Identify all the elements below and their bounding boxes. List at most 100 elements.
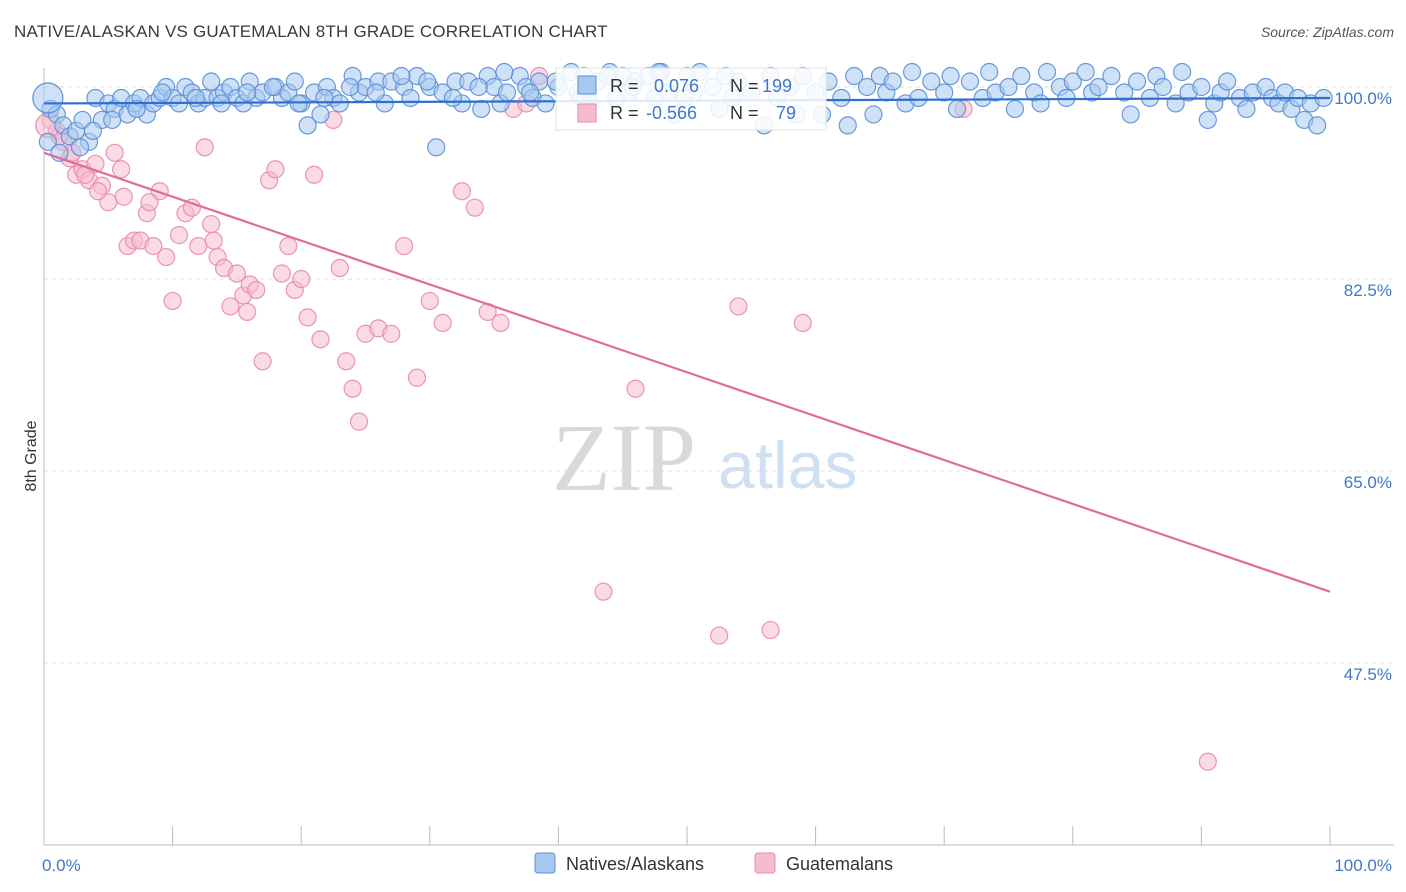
watermark-zip: ZIP <box>552 404 696 511</box>
native-point-161 <box>1308 116 1327 135</box>
native-point-113 <box>902 62 922 82</box>
native-point-116 <box>935 83 954 102</box>
guatemalan-point-44 <box>337 352 356 371</box>
native-point-60 <box>472 99 491 119</box>
native-point-41 <box>311 105 330 124</box>
native-point-111 <box>883 72 902 91</box>
guatemalan-point-77 <box>298 308 317 327</box>
guatemalan-point-39 <box>292 269 311 289</box>
native-point-149 <box>1218 72 1237 91</box>
stats-n-label-1: N = <box>730 76 759 96</box>
guatemalan-point-54 <box>452 182 472 201</box>
stats-n-value-2: 79 <box>776 103 796 123</box>
native-point-167 <box>103 110 122 130</box>
native-point-44 <box>330 94 349 113</box>
guatemalan-point-20 <box>169 226 189 245</box>
legend-label-natives: Natives/Alaskans <box>566 854 704 874</box>
native-point-135 <box>1102 66 1121 86</box>
watermark: ZIP atlas <box>552 404 857 511</box>
native-point-178 <box>392 66 411 86</box>
native-point-173 <box>263 77 283 97</box>
native-point-125 <box>1012 66 1031 86</box>
guatemalan-point-35 <box>266 160 285 179</box>
guatemalan-point-10 <box>105 143 124 162</box>
guatemalan-point-16 <box>144 236 163 256</box>
guatemalan-point-37 <box>279 236 298 256</box>
guatemalan-point-51 <box>407 368 427 387</box>
y-tick-label-0: 100.0% <box>1334 89 1392 108</box>
x-tick-label-min: 0.0% <box>42 856 81 875</box>
stats-r-label-2: R = <box>610 103 639 123</box>
legend: Natives/Alaskans Guatemalans <box>534 852 893 874</box>
y-tick-labels: 100.0% 82.5% 65.0% 47.5% <box>1334 89 1392 684</box>
stats-n-value-1: 199 <box>762 76 792 96</box>
legend-label-guatemalans: Guatemalans <box>786 854 893 874</box>
chart-title: NATIVE/ALASKAN VS GUATEMALAN 8TH GRADE C… <box>14 22 608 41</box>
native-point-134 <box>1089 77 1108 97</box>
native-point-115 <box>922 72 941 91</box>
x-axis-ticks <box>43 826 1331 845</box>
guatemalan-point-28 <box>221 297 240 316</box>
native-point-117 <box>941 66 960 86</box>
native-point-169 <box>153 83 172 102</box>
stats-r-label-1: R = <box>610 76 639 96</box>
guatemalan-point-64 <box>729 297 748 316</box>
native-point-119 <box>960 72 980 91</box>
guatemalan-point-53 <box>433 313 452 332</box>
native-point-176 <box>340 77 360 97</box>
stats-n-label-2: N = <box>730 103 759 123</box>
native-point-180 <box>443 88 463 108</box>
native-point-183 <box>521 83 540 102</box>
native-point-large <box>32 82 64 114</box>
guatemalan-point-72 <box>88 182 108 201</box>
x-tick-label-max: 100.0% <box>1334 856 1392 875</box>
guatemalan-point-25 <box>202 215 221 234</box>
trend-lines <box>43 96 1331 593</box>
native-point-25 <box>202 72 221 91</box>
native-point-37 <box>285 72 304 91</box>
stats-swatch-pink <box>577 103 597 123</box>
native-point-128 <box>1037 62 1057 82</box>
guatemalan-point-22 <box>182 198 201 217</box>
native-point-177 <box>366 83 385 102</box>
native-point-151 <box>1237 99 1256 119</box>
guatemalan-point-18 <box>157 247 176 267</box>
native-point-39 <box>298 116 317 135</box>
native-point-105 <box>838 116 857 135</box>
native-point-141 <box>1153 77 1172 97</box>
guatemalan-point-46 <box>349 412 369 431</box>
guatemalan-point-49 <box>382 324 401 343</box>
native-point-137 <box>1121 105 1140 124</box>
guatemalan-point-65 <box>761 620 780 640</box>
native-point-69 <box>536 94 555 113</box>
guatemalan-point-43 <box>330 258 349 278</box>
native-point-163 <box>38 132 57 151</box>
native-point-106 <box>845 66 864 86</box>
native-point-131 <box>1063 72 1082 91</box>
grid-lines <box>44 86 1394 664</box>
y-tick-label-1: 82.5% <box>1344 281 1392 300</box>
native-point-132 <box>1076 62 1095 82</box>
native-point-136 <box>1115 83 1134 102</box>
guatemalan-point-24 <box>195 138 214 157</box>
legend-swatch-natives <box>534 852 556 874</box>
guatemalan-point-23 <box>189 236 208 256</box>
native-point-118 <box>947 99 967 119</box>
guatemalan-point-62 <box>626 379 645 398</box>
native-point-181 <box>469 77 488 97</box>
y-axis-title: 8th Grade <box>23 420 40 491</box>
guatemalan-point-74 <box>140 193 159 212</box>
stats-r-value-2: -0.566 <box>646 103 697 123</box>
guatemalan-point-29 <box>227 264 246 283</box>
guatemalan-point-61 <box>594 582 613 601</box>
native-point-124 <box>1005 99 1025 119</box>
legend-swatch-guatemalans <box>754 852 776 874</box>
guatemalan-point-76 <box>238 302 257 322</box>
guatemalan-point-32 <box>247 280 266 300</box>
native-point-52 <box>401 88 420 108</box>
watermark-atlas: atlas <box>718 428 857 502</box>
guatemalan-point-40 <box>304 165 324 184</box>
guatemalan-point-19 <box>163 291 182 311</box>
guatemalan-point-73 <box>114 187 133 206</box>
native-point-172 <box>238 83 257 102</box>
